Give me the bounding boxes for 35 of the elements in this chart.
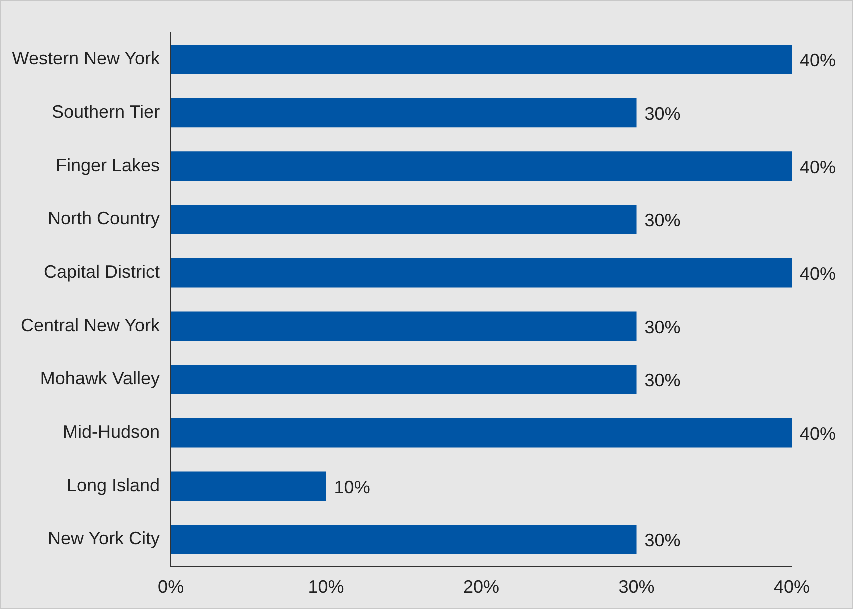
y-tick-label: Finger Lakes — [56, 155, 160, 176]
data-label: 10% — [334, 477, 370, 498]
bar — [171, 258, 792, 288]
y-tick-label: Long Island — [66, 475, 160, 496]
data-label: 40% — [800, 50, 836, 71]
data-label: 40% — [800, 424, 836, 444]
bar — [171, 312, 637, 342]
x-tick-label: 10% — [308, 577, 344, 598]
bar — [171, 45, 792, 74]
data-label: 30% — [644, 210, 681, 231]
y-tick-label: Western New York — [12, 48, 162, 69]
bar — [171, 365, 637, 394]
data-label: 30% — [644, 530, 681, 551]
y-tick-label: Mid-Hudson — [63, 422, 160, 442]
data-label: 40% — [800, 157, 836, 178]
bar — [171, 472, 326, 502]
y-tick-label: New York City — [48, 528, 160, 549]
data-label: 30% — [644, 104, 681, 124]
y-tick-label: Southern Tier — [52, 102, 160, 122]
x-tick-label: 0% — [158, 577, 184, 598]
y-tick-label: Mohawk Valley — [40, 368, 160, 389]
bar — [171, 205, 637, 234]
x-tick-label: 30% — [618, 577, 655, 598]
bar — [171, 98, 637, 128]
data-label: 30% — [644, 370, 681, 391]
y-tick-label: Central New York — [20, 315, 162, 336]
x-tick-label: 40% — [774, 577, 810, 598]
bar — [171, 418, 792, 448]
y-tick-label: Capital District — [44, 262, 160, 282]
data-label: 40% — [800, 264, 836, 284]
x-tick-label: 20% — [464, 577, 500, 598]
y-tick-label: North Country — [48, 208, 160, 229]
data-label: 30% — [644, 317, 681, 338]
bar — [171, 525, 637, 554]
bar — [171, 152, 792, 182]
